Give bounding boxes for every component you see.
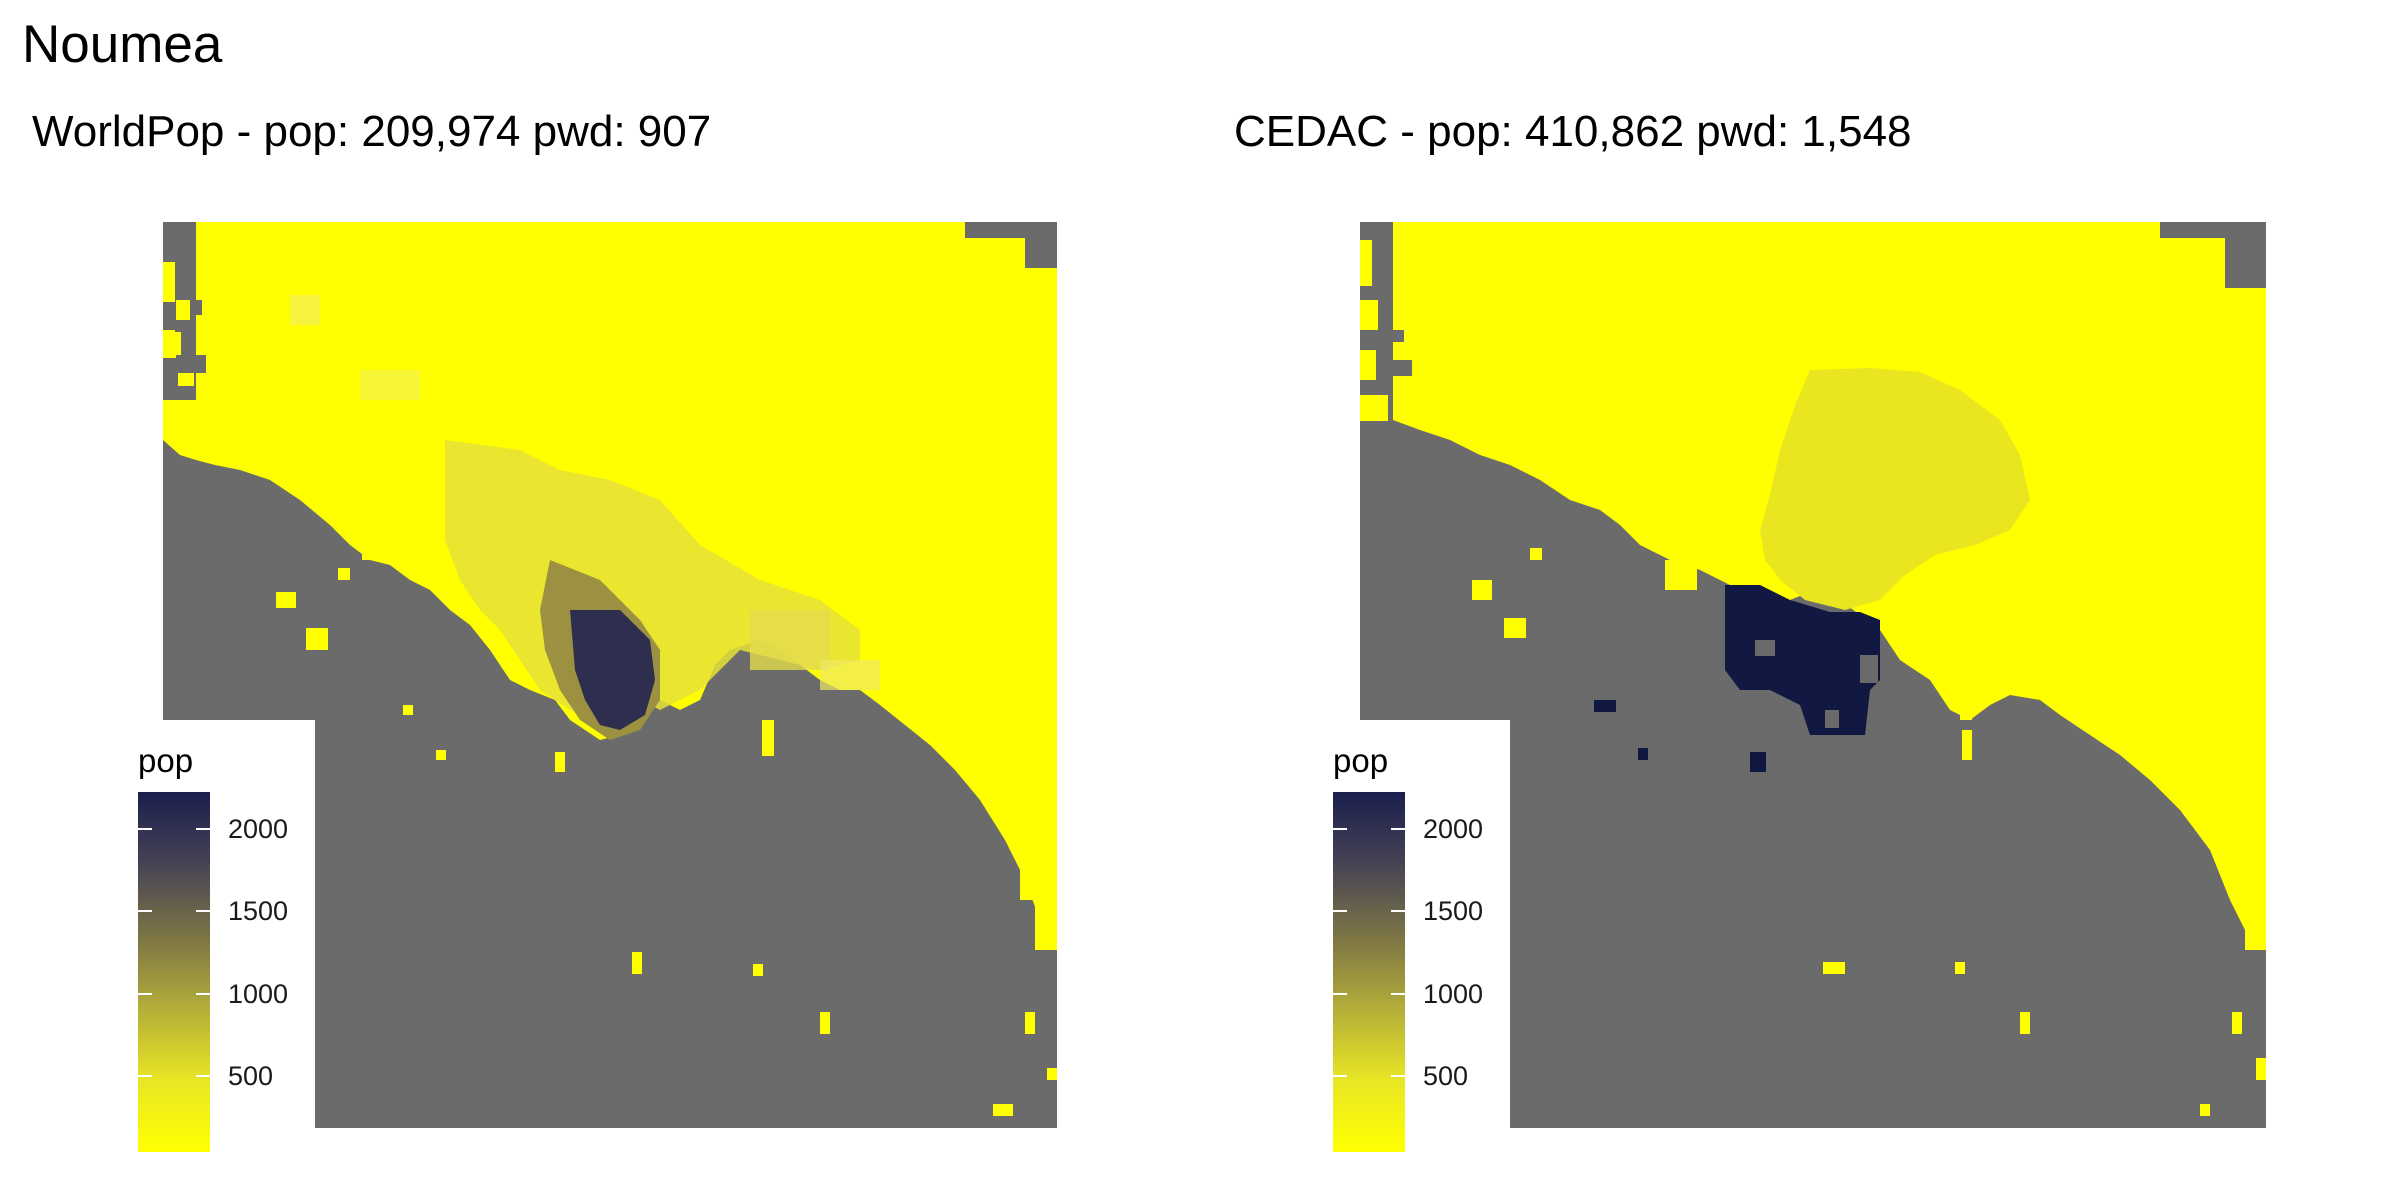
worldpop-legend-title: pop [138, 742, 194, 779]
worldpop-pixel [306, 628, 328, 650]
cedac-land-pixel [1374, 330, 1404, 342]
worldpop-panel-title: WorldPop - pop: 209,974 pwd: 907 [32, 107, 712, 156]
worldpop-legend-tick [196, 993, 210, 995]
worldpop-pixel [436, 750, 446, 760]
cedac-pixel [1360, 300, 1378, 330]
worldpop-legend-tick-label: 1000 [228, 979, 289, 1009]
cedac-pixel [1960, 700, 1972, 720]
cedac-land-pixel [1860, 655, 1878, 683]
cedac-urban-core [1725, 585, 1880, 735]
cedac-pixel [1962, 730, 1972, 760]
worldpop-legend-tick [196, 910, 210, 912]
cedac-legend-tick-label: 500 [1423, 1061, 1469, 1091]
worldpop-pixel [176, 300, 190, 320]
cedac-pixel [1825, 710, 1839, 728]
worldpop-legend-tick-label: 2000 [228, 814, 289, 844]
figure-title: Noumea [22, 15, 223, 74]
cedac-pixel [2230, 860, 2250, 900]
worldpop-urban-core [570, 610, 655, 730]
worldpop-pixel [163, 262, 175, 302]
cedac-legend-tick [1333, 910, 1347, 912]
worldpop-legend-tick [138, 993, 152, 995]
worldpop-legend-tick [196, 828, 210, 830]
worldpop-land-pixel [176, 355, 206, 373]
cedac-land-pixel [1755, 640, 1775, 656]
worldpop-pixel [290, 295, 320, 325]
cedac-land-pixel [1380, 360, 1412, 376]
worldpop-land-pixel [175, 320, 196, 332]
worldpop-pixel [403, 705, 413, 715]
cedac-legend-tick-label: 2000 [1423, 814, 1484, 844]
cedac-pixel [2232, 1012, 2242, 1034]
cedac-pixel [2256, 1058, 2266, 1080]
worldpop-pixel [555, 752, 565, 772]
worldpop-legend-tick [138, 1075, 152, 1077]
worldpop-pixel [993, 1104, 1013, 1116]
cedac-pixel [1823, 962, 1845, 974]
cedac-legend-tick-label: 1500 [1423, 896, 1484, 926]
cedac-pixel [1360, 395, 1388, 421]
cedac-pixel [1955, 962, 1965, 974]
cedac-pixel [1504, 618, 1526, 638]
worldpop-legend-tick-label: 1500 [228, 896, 289, 926]
cedac-legend-tick [1391, 910, 1405, 912]
cedac-pixel [1594, 700, 1616, 712]
worldpop-legend-tick [138, 828, 152, 830]
worldpop-pixel [820, 1012, 830, 1034]
cedac-central-blob [1760, 368, 2030, 610]
worldpop-legend-tick [138, 910, 152, 912]
worldpop-legend-tick-label: 500 [228, 1061, 274, 1091]
cedac-legend-tick [1391, 993, 1405, 995]
cedac-pixel [2020, 1012, 2030, 1034]
cedac-legend-tick [1333, 993, 1347, 995]
worldpop-pixel [632, 952, 642, 974]
worldpop-pixel [360, 370, 420, 400]
worldpop-legend-colorbar [138, 792, 210, 1152]
worldpop-legend-tick [196, 1075, 210, 1077]
cedac-pixel [2245, 900, 2266, 950]
cedac-pixel [2200, 1104, 2210, 1116]
worldpop-pixel [178, 372, 194, 386]
worldpop-pixel [1035, 900, 1057, 950]
cedac-pixel [1665, 560, 1697, 590]
worldpop-pixel [338, 568, 350, 580]
worldpop-pixel [762, 720, 774, 756]
cedac-pixel [1638, 748, 1648, 760]
worldpop-pixel [753, 964, 763, 976]
worldpop-pixel [163, 330, 181, 358]
cedac-legend-title: pop [1333, 742, 1389, 779]
worldpop-pixel [1025, 1012, 1035, 1034]
cedac-pixel [1750, 752, 1766, 772]
worldpop-legend: pop 500 1000 1500 2000 [130, 720, 315, 1200]
worldpop-pixel [750, 610, 830, 670]
cedac-legend-tick-label: 1000 [1423, 979, 1484, 1009]
worldpop-pixel [362, 548, 374, 560]
cedac-legend-tick [1391, 1075, 1405, 1077]
cedac-legend-colorbar [1333, 792, 1405, 1152]
cedac-pixel [1472, 580, 1492, 600]
worldpop-land-pixel [190, 300, 202, 315]
cedac-map [1360, 222, 2266, 1128]
worldpop-pixel [1020, 860, 1040, 900]
cedac-legend-tick [1333, 1075, 1347, 1077]
cedac-legend-tick [1333, 828, 1347, 830]
cedac-panel-title: CEDAC - pop: 410,862 pwd: 1,548 [1234, 107, 1912, 156]
cedac-legend: pop 500 1000 1500 2000 [1325, 720, 1510, 1200]
cedac-pixel [1360, 350, 1376, 380]
worldpop-pixel [1047, 1068, 1057, 1080]
worldpop-pixel [820, 660, 880, 690]
cedac-pixel [1360, 240, 1372, 286]
worldpop-map [163, 222, 1057, 1128]
worldpop-pixel [276, 592, 296, 608]
cedac-legend-tick [1391, 828, 1405, 830]
cedac-pixel [1530, 548, 1542, 560]
